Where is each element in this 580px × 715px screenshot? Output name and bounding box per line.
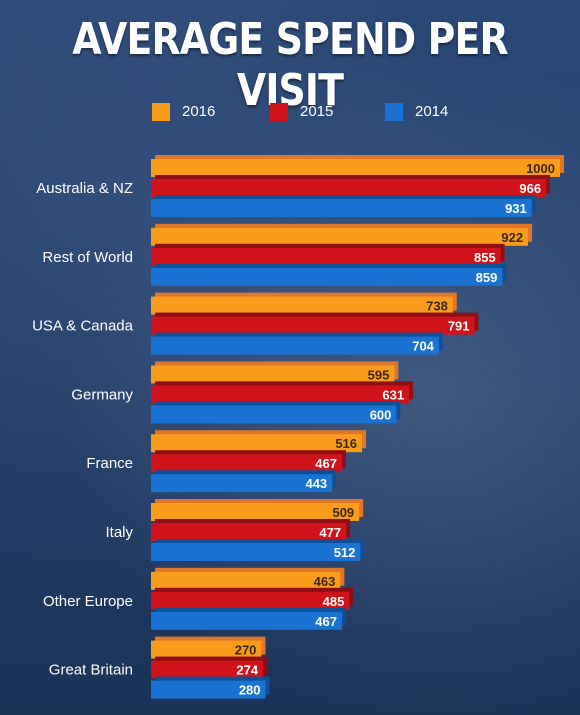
- value-label-2015-great-britain: 274: [236, 663, 258, 678]
- legend-label-2015: 2015: [300, 103, 334, 120]
- value-label-2016-usa-canada: 738: [426, 299, 448, 314]
- value-label-2015-australia-nz: 966: [519, 181, 541, 196]
- value-label-2014-usa-canada: 704: [412, 339, 434, 354]
- value-label-2015-italy: 477: [319, 525, 341, 540]
- value-label-2014-australia-nz: 931: [505, 201, 527, 216]
- bar-2016-italy: [151, 503, 360, 521]
- value-label-2015-france: 467: [315, 456, 337, 471]
- legend-swatch-2016: [152, 103, 170, 121]
- value-label-2015-other-europe: 485: [323, 594, 345, 609]
- value-label-2016-other-europe: 463: [314, 574, 336, 589]
- bar-2014-germany: [151, 405, 397, 424]
- category-label-rest-of-world: Rest of World: [42, 249, 133, 266]
- bar-2015-germany: [151, 385, 410, 404]
- bar-2014-great-britain: [151, 680, 266, 699]
- category-label-australia-nz: Australia & NZ: [36, 180, 133, 197]
- bar-2014-other-europe: [151, 611, 343, 630]
- bar-2015-france: [151, 454, 343, 473]
- legend-label-2016: 2016: [182, 103, 216, 120]
- category-label-italy: Italy: [105, 524, 133, 541]
- bar-2016-other-europe: [151, 571, 341, 590]
- bar-2016-australia-nz: [151, 159, 560, 177]
- value-label-2016-australia-nz: 1000: [526, 161, 555, 176]
- value-label-2015-usa-canada: 791: [448, 319, 470, 334]
- value-label-2014-italy: 512: [334, 545, 356, 560]
- category-label-other-europe: Other Europe: [43, 593, 133, 610]
- legend-swatch-2015: [270, 103, 288, 121]
- bar-2014-australia-nz: [151, 199, 532, 217]
- value-label-2016-france: 516: [335, 436, 357, 451]
- bar-2015-italy: [151, 523, 347, 541]
- legend-label-2014: 2014: [415, 103, 449, 120]
- bar-2014-rest-of-world: [151, 267, 503, 286]
- bar-2016-france: [151, 434, 363, 453]
- bar-2016-great-britain: [151, 640, 262, 659]
- bar-2014-usa-canada: [151, 336, 439, 355]
- bar-2015-great-britain: [151, 660, 264, 679]
- value-label-2016-germany: 595: [368, 367, 390, 382]
- category-label-germany: Germany: [71, 386, 133, 403]
- value-label-2016-italy: 509: [332, 505, 354, 520]
- value-label-2014-rest-of-world: 859: [476, 270, 498, 285]
- value-label-2014-france: 443: [305, 476, 327, 491]
- bar-2016-rest-of-world: [151, 227, 529, 246]
- value-label-2014-germany: 600: [370, 407, 392, 422]
- value-label-2014-great-britain: 280: [239, 683, 261, 698]
- bar-2014-france: [151, 474, 333, 493]
- bar-2015-rest-of-world: [151, 247, 501, 266]
- category-label-usa-canada: USA & Canada: [32, 318, 134, 335]
- value-label-2015-germany: 631: [382, 387, 404, 402]
- legend-swatch-2014: [385, 103, 403, 121]
- bar-2014-italy: [151, 543, 361, 561]
- category-label-great-britain: Great Britain: [49, 662, 133, 679]
- bar-2015-other-europe: [151, 591, 350, 610]
- category-label-france: France: [86, 455, 133, 472]
- value-label-2014-other-europe: 467: [315, 614, 337, 629]
- bar-2016-germany: [151, 365, 395, 384]
- value-label-2016-rest-of-world: 922: [501, 230, 523, 245]
- bar-2016-usa-canada: [151, 296, 453, 315]
- bar-2015-usa-canada: [151, 316, 475, 335]
- value-label-2015-rest-of-world: 855: [474, 250, 496, 265]
- value-label-2016-great-britain: 270: [235, 643, 257, 658]
- chart-title: AVERAGE SPEND PER VISIT: [72, 14, 508, 116]
- bar-2015-australia-nz: [151, 179, 547, 197]
